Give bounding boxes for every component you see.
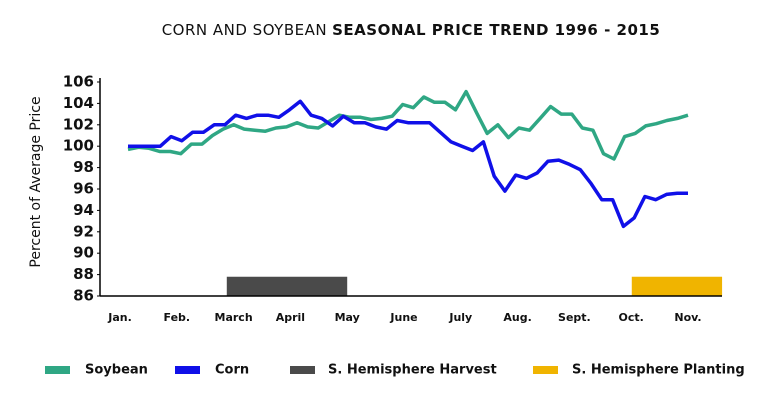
y-tick-label: 100 bbox=[63, 137, 94, 155]
season-band bbox=[631, 276, 723, 296]
legend-swatch bbox=[533, 366, 558, 374]
legend-label: S. Hemisphere Harvest bbox=[328, 363, 497, 378]
legend-label: S. Hemisphere Planting bbox=[572, 363, 745, 378]
x-tick-label: Oct. bbox=[619, 311, 644, 324]
legend-label: Corn bbox=[215, 363, 249, 378]
x-tick-label: Nov. bbox=[674, 311, 701, 324]
x-tick-label: Feb. bbox=[164, 311, 191, 324]
y-tick-label: 92 bbox=[73, 222, 94, 240]
title-bold: SEASONAL PRICE TREND 1996 - 2015 bbox=[332, 21, 660, 39]
x-tick-label: June bbox=[389, 311, 417, 324]
legend-swatch bbox=[290, 366, 315, 374]
y-tick-label: 90 bbox=[73, 244, 94, 262]
x-tick-label: Jan. bbox=[107, 311, 132, 324]
y-tick-label: 96 bbox=[73, 180, 94, 198]
legend-swatch bbox=[45, 366, 70, 374]
chart-title: CORN AND SOYBEAN SEASONAL PRICE TREND 199… bbox=[162, 21, 661, 39]
y-tick-label: 106 bbox=[63, 73, 94, 91]
title-light: CORN AND SOYBEAN bbox=[162, 21, 327, 39]
x-tick-label: Aug. bbox=[503, 311, 531, 324]
series-line bbox=[128, 99, 688, 229]
season-band bbox=[226, 276, 348, 296]
x-tick-label: April bbox=[276, 311, 305, 324]
series-line bbox=[127, 89, 689, 161]
y-tick-label: 86 bbox=[73, 287, 94, 305]
y-axis-label: Percent of Average Price bbox=[28, 96, 44, 267]
x-tick-label: March bbox=[215, 311, 253, 324]
y-tick-label: 102 bbox=[63, 115, 94, 133]
legend-label: Soybean bbox=[85, 363, 148, 378]
y-tick-label: 104 bbox=[63, 94, 94, 112]
y-tick-label: 88 bbox=[73, 265, 94, 283]
y-tick-label: 98 bbox=[73, 158, 94, 176]
legend-swatch bbox=[175, 366, 200, 374]
x-tick-label: July bbox=[448, 311, 472, 324]
x-tick-label: Sept. bbox=[558, 311, 591, 324]
x-tick-label: May bbox=[335, 311, 360, 324]
y-tick-label: 94 bbox=[73, 201, 94, 219]
